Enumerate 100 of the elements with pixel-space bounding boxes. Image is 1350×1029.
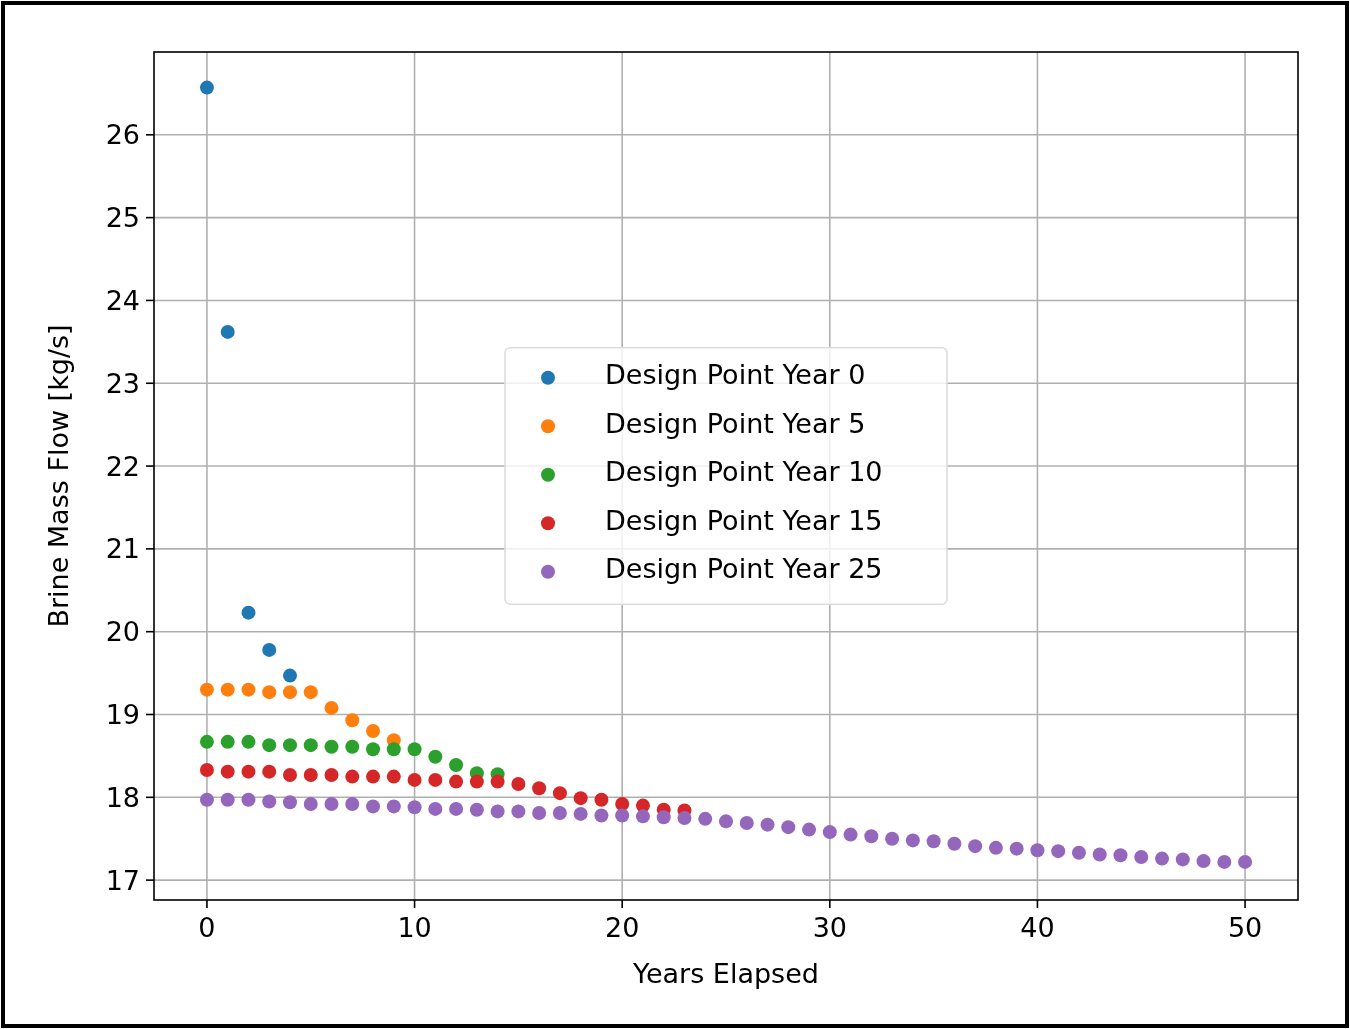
legend-label: Design Point Year 15 bbox=[605, 504, 883, 536]
point bbox=[802, 822, 817, 837]
x-tick-label: 20 bbox=[605, 912, 640, 943]
point bbox=[366, 742, 381, 757]
point bbox=[1051, 844, 1066, 859]
point bbox=[469, 802, 484, 817]
point bbox=[241, 734, 256, 749]
point bbox=[386, 742, 401, 757]
point bbox=[199, 734, 214, 749]
point bbox=[573, 806, 588, 821]
point bbox=[366, 724, 381, 739]
point bbox=[262, 685, 277, 700]
point bbox=[1217, 854, 1232, 869]
point bbox=[532, 806, 547, 821]
point bbox=[968, 839, 983, 854]
y-tick-label: 25 bbox=[105, 202, 140, 234]
point bbox=[1175, 852, 1190, 867]
point bbox=[1030, 843, 1045, 858]
x-tick-label: 50 bbox=[1227, 912, 1263, 943]
point bbox=[1238, 854, 1253, 869]
point bbox=[1196, 854, 1211, 869]
y-tick-label: 26 bbox=[105, 119, 140, 151]
point bbox=[1113, 848, 1128, 863]
y-tick-label: 24 bbox=[105, 284, 140, 316]
y-tick-label: 19 bbox=[105, 698, 140, 730]
y-tick-label: 21 bbox=[105, 533, 140, 565]
point bbox=[885, 831, 900, 846]
point bbox=[469, 774, 484, 789]
point bbox=[220, 324, 235, 339]
point bbox=[635, 809, 650, 824]
point bbox=[615, 796, 630, 811]
point bbox=[760, 817, 775, 832]
point bbox=[407, 772, 422, 787]
point bbox=[1009, 841, 1024, 856]
point bbox=[241, 605, 256, 620]
point bbox=[345, 769, 360, 784]
point bbox=[1134, 849, 1149, 864]
point bbox=[552, 786, 567, 801]
point bbox=[905, 833, 920, 848]
point bbox=[199, 80, 214, 95]
point bbox=[1092, 847, 1107, 862]
point bbox=[428, 749, 443, 764]
point bbox=[345, 739, 360, 754]
point bbox=[988, 840, 1003, 855]
point bbox=[241, 682, 256, 697]
legend-label: Design Point Year 0 bbox=[605, 359, 866, 391]
point bbox=[220, 682, 235, 697]
point bbox=[220, 792, 235, 807]
y-axis-title: Brine Mass Flow [kg/s] bbox=[43, 324, 74, 628]
point bbox=[220, 734, 235, 749]
y-tick-label: 23 bbox=[105, 367, 140, 399]
point bbox=[428, 772, 443, 787]
point bbox=[303, 796, 318, 811]
x-tick-label: 0 bbox=[198, 912, 216, 943]
point bbox=[677, 811, 692, 826]
point bbox=[947, 836, 962, 851]
y-tick-label: 18 bbox=[105, 781, 140, 813]
point bbox=[345, 713, 360, 728]
x-axis-title: Years Elapsed bbox=[632, 958, 819, 989]
point bbox=[199, 682, 214, 697]
point bbox=[781, 820, 796, 835]
point bbox=[656, 810, 671, 825]
point bbox=[511, 777, 526, 792]
point bbox=[449, 774, 464, 789]
x-tick-label: 30 bbox=[812, 912, 847, 943]
point bbox=[843, 827, 858, 842]
point bbox=[282, 685, 297, 700]
point bbox=[719, 814, 733, 829]
point bbox=[822, 825, 837, 840]
point bbox=[324, 767, 339, 782]
point bbox=[428, 801, 443, 816]
point bbox=[407, 742, 422, 757]
point bbox=[552, 806, 567, 821]
legend-label: Design Point Year 25 bbox=[605, 553, 883, 585]
point bbox=[594, 792, 609, 807]
point bbox=[282, 668, 297, 683]
point bbox=[282, 795, 297, 810]
point bbox=[864, 829, 879, 844]
y-tick-label: 22 bbox=[105, 450, 140, 482]
point bbox=[345, 796, 360, 811]
point bbox=[303, 767, 318, 782]
x-tick-label: 10 bbox=[397, 912, 432, 943]
y-tick-label: 17 bbox=[105, 864, 140, 896]
legend-label: Design Point Year 5 bbox=[605, 407, 866, 439]
point bbox=[594, 808, 609, 823]
legend-label: Design Point Year 10 bbox=[605, 456, 883, 488]
point bbox=[511, 804, 526, 819]
point bbox=[241, 792, 256, 807]
point bbox=[324, 700, 339, 715]
point bbox=[366, 769, 381, 784]
y-tick-label: 20 bbox=[105, 616, 140, 648]
point bbox=[532, 781, 547, 796]
point bbox=[262, 794, 277, 809]
point bbox=[199, 792, 214, 807]
point bbox=[199, 762, 214, 777]
point bbox=[698, 811, 713, 826]
point bbox=[241, 764, 256, 779]
point bbox=[303, 685, 318, 700]
point bbox=[303, 738, 318, 753]
point bbox=[490, 774, 505, 789]
